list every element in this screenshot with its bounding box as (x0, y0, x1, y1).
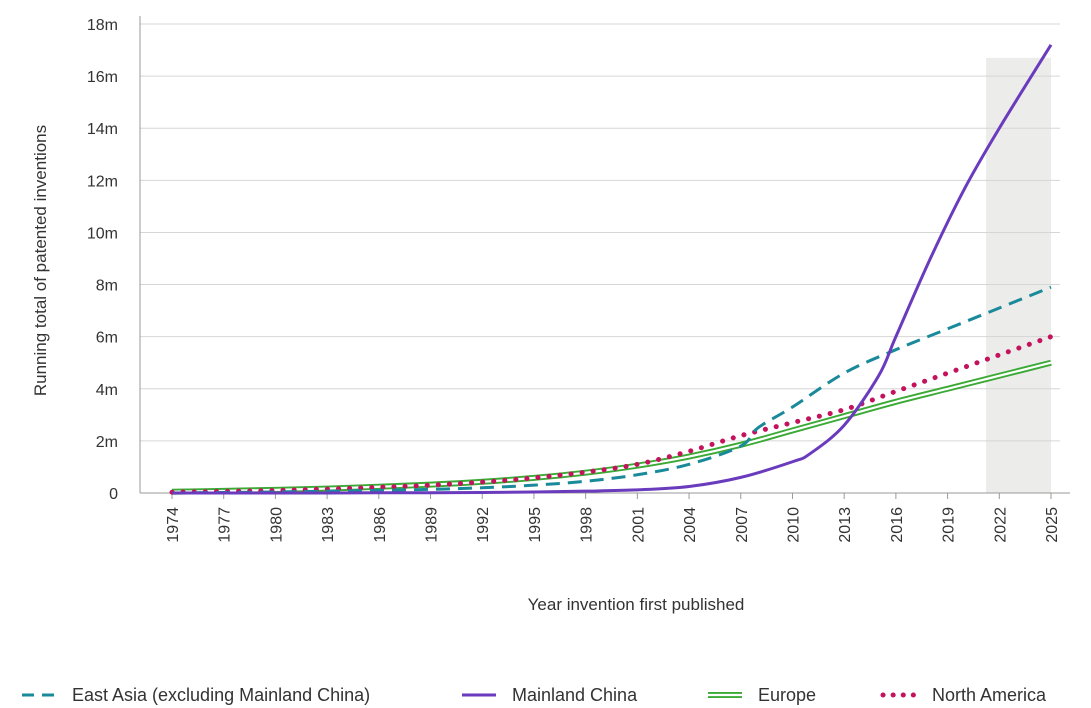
y-tick-label: 8m (96, 278, 118, 295)
legend-item-europe: Europe (706, 682, 816, 708)
series-line-europe (171, 359, 1052, 495)
y-tick-label: 18m (87, 17, 118, 34)
x-tick-labels: 1974 1977 1980 1983 1986 1989 1992 1995 1998 2001… (165, 493, 1061, 543)
legend-swatch-east-asia-excluding-mainland-china (22, 693, 56, 697)
x-tick-label: 2025 (1044, 507, 1061, 543)
legend-item-north-america: North America (880, 682, 1046, 708)
y-tick-label: 0 (109, 486, 118, 503)
series-line-mainland-china (171, 44, 1053, 495)
y-axis-title: Running total of patented inventions (31, 125, 50, 396)
y-tick-label: 12m (87, 173, 118, 190)
axes (139, 16, 1070, 494)
grid-lines (140, 23, 1060, 442)
legend: East Asia (excluding Mainland China) Main… (20, 682, 1080, 708)
legend-swatch-north-america (880, 692, 918, 698)
x-tick-label: 2004 (682, 507, 699, 543)
legend-item-mainland-china: Mainland China (460, 682, 637, 708)
x-tick-label: 1983 (320, 507, 337, 543)
line-chart: 0 2m 4m 6m 8m 10m 12m 14m 16m 18m 1974 1977 1980 198… (31, 16, 1070, 614)
x-tick-label: 1998 (579, 507, 596, 543)
x-tick-label: 1995 (527, 507, 544, 543)
y-tick-label: 6m (96, 330, 118, 347)
y-tick-label: 16m (87, 69, 118, 86)
legend-label: Europe (758, 684, 817, 705)
series-line-east-asia-excluding-mainland-china (171, 285, 1052, 495)
x-tick-label: 2001 (630, 507, 647, 543)
y-tick-label: 4m (96, 382, 118, 399)
x-axis-title: Year invention first published (528, 595, 745, 614)
x-tick-label: 1986 (372, 507, 389, 543)
x-tick-label: 2010 (785, 507, 802, 543)
y-tick-labels: 0 2m 4m 6m 8m 10m 12m 14m 16m 18m (87, 17, 118, 503)
legend-swatch-europe (708, 692, 742, 698)
x-tick-label: 1974 (165, 507, 182, 543)
legend-label: Mainland China (512, 684, 638, 705)
x-tick-label: 1992 (475, 507, 492, 543)
x-tick-label: 2013 (837, 507, 854, 543)
x-tick-label: 1980 (268, 507, 285, 543)
x-tick-label: 2022 (992, 507, 1009, 543)
y-tick-label: 14m (87, 121, 118, 138)
plot-background (986, 57, 1051, 493)
x-tick-label: 2007 (734, 507, 751, 543)
legend-swatch-mainland-china (462, 693, 496, 697)
x-tick-label: 2019 (941, 507, 958, 543)
shaded-projection-region (986, 57, 1051, 493)
legend-label: North America (932, 684, 1047, 705)
y-tick-label: 2m (96, 434, 118, 451)
series-lines (169, 44, 1054, 495)
x-tick-label: 1977 (217, 507, 234, 543)
x-tick-label: 2016 (889, 507, 906, 543)
x-tick-label: 1989 (424, 507, 441, 543)
legend-item-east-asia-excluding-mainland-china: East Asia (excluding Mainland China) (20, 682, 370, 708)
legend-label: East Asia (excluding Mainland China) (72, 684, 371, 705)
y-tick-label: 10m (87, 225, 118, 242)
